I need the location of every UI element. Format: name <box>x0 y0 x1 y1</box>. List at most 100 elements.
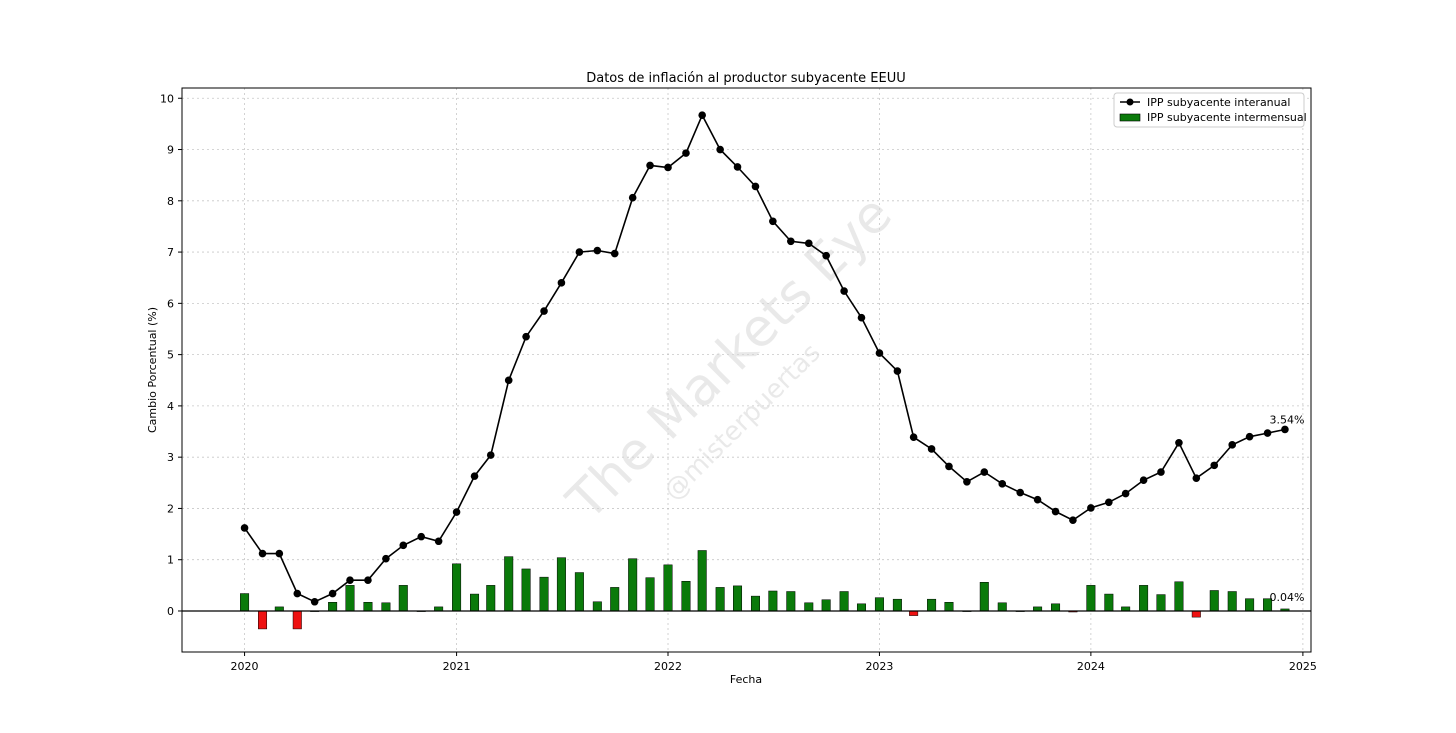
x-tick-label: 2024 <box>1077 660 1105 673</box>
line-point <box>1016 488 1025 497</box>
bar <box>628 558 638 612</box>
bar <box>997 602 1007 612</box>
line-point <box>258 549 267 558</box>
bar-series <box>240 550 1290 630</box>
bar <box>786 591 796 612</box>
line-point <box>240 524 249 532</box>
y-tick-label: 10 <box>160 92 174 105</box>
bar <box>1139 585 1149 612</box>
bar <box>398 585 408 612</box>
line-point <box>1139 476 1148 485</box>
x-tick-label: 2025 <box>1289 660 1317 673</box>
x-tick-label: 2022 <box>654 660 682 673</box>
bar <box>592 601 602 612</box>
bar <box>610 587 620 612</box>
bar <box>1174 581 1184 612</box>
bar <box>539 576 549 612</box>
line-point <box>769 217 777 226</box>
line-point <box>1033 495 1042 504</box>
bar <box>1156 594 1166 612</box>
x-tick-label: 2021 <box>443 660 471 673</box>
y-tick-label: 5 <box>167 349 174 362</box>
x-tick-label: 2020 <box>231 660 259 673</box>
bar <box>839 591 849 612</box>
bar <box>1121 606 1131 612</box>
annotation-last-yoy: 3.54% <box>1269 413 1304 426</box>
line-point <box>346 576 354 585</box>
bar <box>470 593 480 612</box>
bar <box>434 606 444 612</box>
line-point <box>504 376 513 385</box>
bar <box>874 597 884 612</box>
line-point <box>893 367 902 375</box>
bar <box>733 585 743 612</box>
bar <box>927 598 937 612</box>
line-point <box>382 554 390 563</box>
line-point <box>399 541 408 550</box>
line-point <box>840 287 848 295</box>
line-series <box>240 111 1289 606</box>
bar <box>909 610 919 616</box>
bar <box>274 606 284 612</box>
legend-marker-swatch <box>1126 98 1134 106</box>
bar <box>697 550 707 612</box>
y-axis: 0 1 2 3 4 5 6 7 8 9 10 <box>160 92 182 618</box>
line-point <box>610 249 619 258</box>
bar <box>768 590 778 612</box>
bar <box>681 580 691 612</box>
bar <box>345 585 355 612</box>
bar <box>328 602 338 612</box>
line-point <box>927 445 936 453</box>
bar <box>504 556 514 612</box>
bar <box>804 602 814 612</box>
line-point <box>682 149 690 157</box>
y-tick-label: 7 <box>167 246 174 259</box>
line-point <box>822 251 830 260</box>
line-point <box>434 537 443 546</box>
line-point <box>1210 461 1219 470</box>
bar <box>1191 610 1201 618</box>
grid <box>182 88 1311 652</box>
line-point <box>1228 441 1237 449</box>
line-point <box>364 576 372 585</box>
line-point <box>417 532 426 541</box>
line-point <box>328 589 337 598</box>
line-point <box>575 248 584 256</box>
line-point <box>1087 504 1095 512</box>
y-axis-label: Cambio Porcentual (%) <box>146 307 159 433</box>
line-point <box>857 313 866 322</box>
y-tick-label: 0 <box>167 605 174 618</box>
line-point <box>1245 432 1254 441</box>
bar <box>645 577 655 612</box>
line-point <box>733 163 742 171</box>
line-point <box>1157 468 1165 476</box>
bar <box>574 572 584 612</box>
line-point <box>909 433 918 441</box>
line-point <box>1105 498 1113 507</box>
line-point <box>980 468 989 476</box>
y-tick-label: 3 <box>167 451 174 464</box>
bar <box>1209 590 1219 612</box>
chart-title: Datos de inflación al productor subyacen… <box>586 71 906 86</box>
bar <box>381 602 391 612</box>
bar <box>521 568 531 612</box>
bar <box>944 602 954 612</box>
line-point <box>875 349 884 357</box>
y-tick-label: 6 <box>167 297 174 310</box>
bar <box>892 598 902 612</box>
line-point <box>522 332 530 341</box>
bar <box>486 585 496 612</box>
plot-frame <box>181 87 1312 653</box>
bar <box>258 610 268 630</box>
x-tick-label: 2023 <box>865 660 893 673</box>
bar <box>1033 606 1043 612</box>
bar <box>556 557 566 612</box>
y-tick-label: 9 <box>167 144 174 157</box>
bar <box>663 564 673 612</box>
bar <box>715 587 725 612</box>
line-point <box>310 597 319 606</box>
watermark-main: The Markets Eye <box>556 184 904 532</box>
bar <box>1104 593 1114 612</box>
line-point <box>1069 516 1077 525</box>
